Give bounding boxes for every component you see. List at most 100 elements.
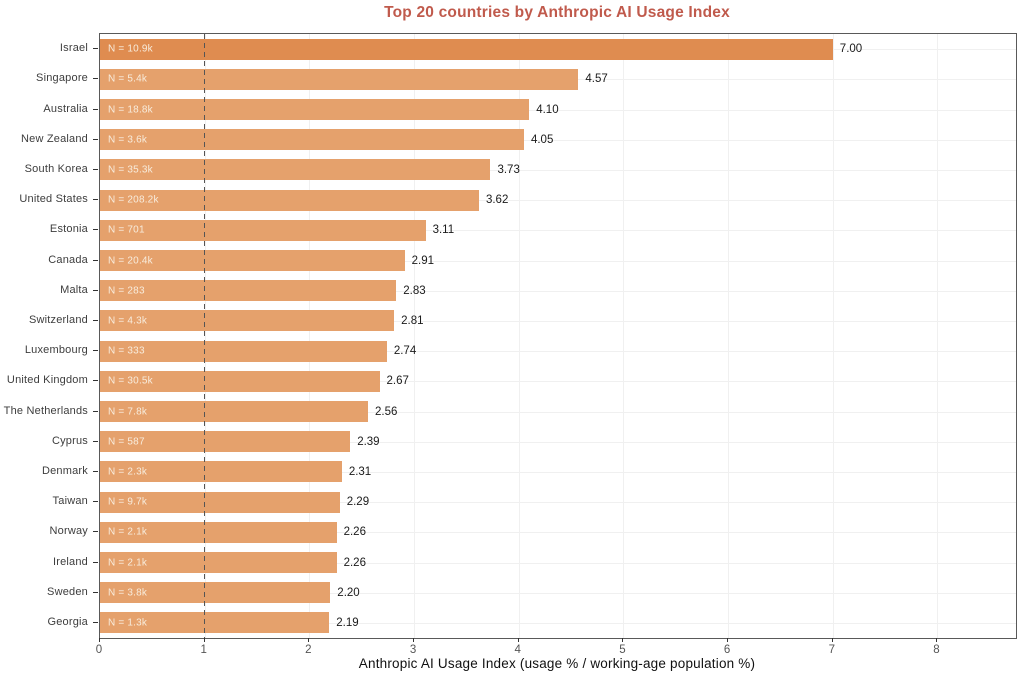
y-tick-mark — [93, 440, 98, 442]
vertical-gridline — [309, 34, 311, 638]
country-label: Malta — [60, 283, 88, 296]
x-tick-label: 6 — [723, 644, 731, 656]
bar: N = 5.4k — [100, 68, 579, 90]
bar: N = 9.7k — [100, 491, 340, 513]
value-label: 4.57 — [585, 73, 608, 86]
bar: N = 35.3k — [100, 159, 491, 181]
sample-size-label: N = 5.4k — [108, 73, 148, 85]
bar: N = 2.3k — [100, 461, 342, 483]
horizontal-gridline — [100, 320, 1016, 322]
vertical-gridline — [937, 34, 939, 638]
bar: N = 587 — [100, 431, 351, 453]
bar: N = 30.5k — [100, 370, 380, 392]
bar: N = 4.3k — [100, 310, 395, 332]
value-label: 2.81 — [401, 314, 424, 327]
value-label: 2.39 — [357, 435, 380, 448]
horizontal-gridline — [100, 592, 1016, 594]
horizontal-gridline — [100, 502, 1016, 504]
y-tick-mark — [93, 168, 98, 170]
y-tick-mark — [93, 229, 98, 231]
x-tick-label: 7 — [828, 644, 835, 656]
country-label: United States — [19, 193, 88, 206]
country-label: Ireland — [52, 555, 88, 568]
bar: N = 3.6k — [100, 129, 524, 151]
sample-size-label: N = 208.2k — [108, 194, 159, 206]
horizontal-gridline — [100, 230, 1016, 232]
horizontal-gridline — [100, 290, 1016, 292]
country-label: Taiwan — [52, 495, 88, 508]
x-tick-mark — [831, 638, 833, 642]
x-tick-label: 2 — [305, 644, 312, 656]
country-label: United Kingdom — [6, 374, 88, 387]
y-tick-mark — [93, 621, 98, 623]
value-label: 2.20 — [337, 586, 360, 599]
y-tick-mark — [93, 501, 98, 503]
x-axis-ticks: 0 1 2 3 4 5 6 7 8 — [95, 638, 1015, 668]
x-tick-label: 0 — [95, 644, 103, 656]
country-label: Australia — [43, 102, 88, 115]
y-axis-labels: Israel Singapore Australia New Zealand South… — [0, 33, 99, 637]
y-tick-mark — [93, 561, 98, 563]
sample-size-label: N = 3.8k — [108, 587, 148, 599]
sample-size-label: N = 35.3k — [108, 164, 153, 176]
value-label: 2.26 — [343, 526, 366, 539]
horizontal-gridline — [100, 471, 1016, 473]
x-tick-mark — [308, 638, 310, 642]
bar: N = 1.3k — [100, 612, 330, 634]
y-tick-mark — [93, 410, 98, 412]
value-label: 3.62 — [485, 194, 509, 207]
x-tick-label: 8 — [933, 644, 940, 656]
x-tick-label: 4 — [514, 644, 521, 656]
x-tick-mark — [727, 638, 729, 642]
y-tick-mark — [93, 289, 98, 291]
country-label: Norway — [49, 525, 88, 538]
x-tick-mark — [622, 638, 624, 642]
x-tick-label: 5 — [619, 644, 626, 656]
country-label: Switzerland — [28, 313, 88, 326]
y-tick-mark — [93, 259, 98, 261]
x-tick-mark — [203, 638, 205, 642]
country-label: Canada — [48, 253, 88, 266]
value-label: 2.91 — [411, 254, 435, 267]
vertical-gridline — [728, 34, 730, 638]
horizontal-gridline — [100, 169, 1016, 171]
sample-size-label: N = 18.8k — [108, 104, 153, 115]
y-tick-mark — [93, 78, 98, 80]
value-label: 2.74 — [393, 345, 417, 358]
country-label: South Korea — [24, 162, 88, 175]
bar: N = 3.8k — [100, 582, 331, 604]
bar: N = 10.9k — [100, 38, 833, 60]
sample-size-label: N = 333 — [108, 345, 145, 357]
country-label: Sweden — [47, 585, 88, 598]
value-label: 4.10 — [536, 103, 559, 116]
value-label: 3.11 — [432, 224, 455, 237]
value-label: 2.19 — [336, 616, 359, 629]
y-tick-mark — [93, 380, 98, 382]
sample-size-label: N = 10.9k — [108, 43, 153, 55]
country-label: The Netherlands — [3, 404, 88, 417]
sample-size-label: N = 20.4k — [108, 255, 153, 266]
bar: N = 701 — [100, 219, 426, 241]
y-tick-mark — [93, 108, 98, 110]
plot-area: N = 10.9k 7.00 N = 5.4k 4.57 N = 18.8k 4.10 N … — [99, 33, 1017, 639]
reference-line — [203, 34, 206, 638]
vertical-gridline — [623, 34, 625, 638]
x-tick-label: 3 — [409, 644, 417, 656]
sample-size-label: N = 4.3k — [108, 315, 148, 327]
bar: N = 208.2k — [100, 189, 479, 211]
y-tick-mark — [93, 591, 98, 593]
horizontal-gridline — [100, 562, 1016, 564]
sample-size-label: N = 30.5k — [108, 375, 153, 387]
sample-size-label: N = 2.1k — [108, 557, 148, 568]
horizontal-gridline — [100, 200, 1016, 202]
horizontal-gridline — [100, 109, 1016, 111]
bar: N = 7.8k — [100, 401, 368, 422]
country-label: Denmark — [41, 464, 88, 477]
value-label: 2.31 — [348, 465, 372, 478]
bar: N = 2.1k — [100, 521, 337, 543]
horizontal-gridline — [100, 532, 1016, 534]
country-label: Singapore — [36, 72, 88, 85]
chart-title: Top 20 countries by Anthropic AI Usage I… — [384, 4, 730, 21]
sample-size-label: N = 1.3k — [108, 617, 148, 629]
value-label: 2.67 — [386, 375, 409, 388]
